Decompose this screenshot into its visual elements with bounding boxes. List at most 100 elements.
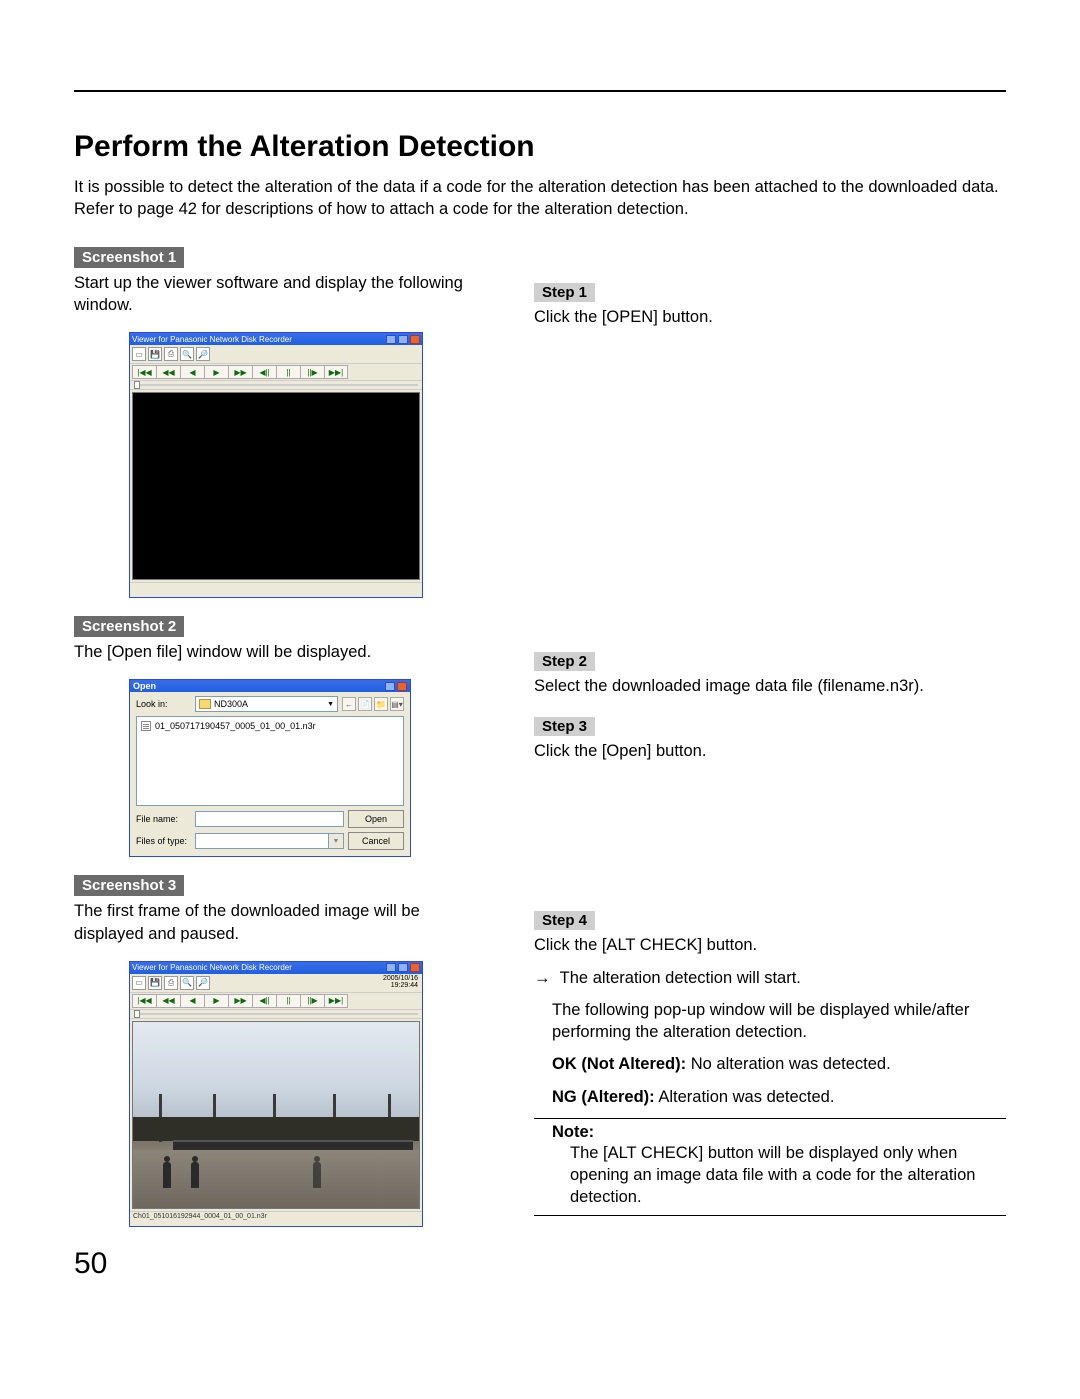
document-page: Perform the Alteration Detection It is p… [0, 0, 1080, 1311]
open-dialog: Open Look in: ND300A ▼ [130, 680, 410, 856]
arrow-icon: → [534, 969, 551, 987]
viewer3-datetime: 2005/10/16 19:29:44 [379, 974, 422, 990]
viewer1-statusbar [130, 582, 422, 597]
viewer1-transport: |◀◀ ◀◀ ◀ ▶ ▶▶ ◀|| || ||▶ ▶▶| [130, 363, 422, 381]
viewer-window-3: Viewer for Panasonic Network Disk Record… [130, 962, 422, 1226]
ffwd-button[interactable]: ▶▶ [228, 994, 252, 1008]
step-fwd-button[interactable]: ||▶ [300, 994, 324, 1008]
step-4-ng: NG (Altered): Alteration was detected. [534, 1086, 1006, 1108]
step-4-line3: The following pop-up window will be disp… [534, 999, 1006, 1044]
viewer3-slider[interactable] [130, 1010, 422, 1019]
print-icon[interactable]: ⎙ [164, 347, 178, 361]
filetype-field[interactable]: ▼ [195, 833, 344, 849]
list-item[interactable]: 01_050717190457_0005_01_00_01.n3r [141, 721, 399, 731]
chevron-down-icon[interactable]: ▼ [328, 834, 343, 848]
viewer3-title: Viewer for Panasonic Network Disk Record… [132, 963, 292, 972]
zoom-out-icon[interactable]: 🔎 [196, 976, 210, 990]
row-1: Screenshot 1 Start up the viewer softwar… [74, 247, 1006, 599]
file-icon [141, 721, 151, 731]
zoom-in-icon[interactable]: 🔍 [180, 347, 194, 361]
file-list[interactable]: 01_050717190457_0005_01_00_01.n3r [136, 716, 404, 806]
viewer3-status-text: Ch01_051016192944_0004_01_00_01.n3r [130, 1212, 422, 1221]
play-button[interactable]: ▶ [204, 365, 228, 379]
row-3: Screenshot 3 The first frame of the down… [74, 875, 1006, 1227]
close-icon[interactable] [410, 335, 420, 344]
skip-start-button[interactable]: |◀◀ [132, 365, 156, 379]
viewer1-slider[interactable] [130, 381, 422, 390]
views-icon[interactable]: ▤▾ [390, 697, 404, 711]
col-left-2: Screenshot 2 The [Open file] window will… [74, 616, 494, 857]
save-icon[interactable]: 💾 [148, 976, 162, 990]
viewer3-video-area [132, 1021, 420, 1209]
screenshot-2-caption: The [Open file] window will be displayed… [74, 641, 494, 663]
step-rev-button[interactable]: ◀|| [252, 365, 276, 379]
ffwd-button[interactable]: ▶▶ [228, 365, 252, 379]
zoom-out-icon[interactable]: 🔎 [196, 347, 210, 361]
rewind-button[interactable]: ◀◀ [156, 365, 180, 379]
step-4-ok: OK (Not Altered): No alteration was dete… [534, 1053, 1006, 1075]
viewer1-title: Viewer for Panasonic Network Disk Record… [132, 335, 292, 344]
step-2-badge: Step 2 [534, 652, 595, 671]
play-rev-button[interactable]: ◀ [180, 365, 204, 379]
note-label: Note: [534, 1123, 1006, 1142]
step-3-text: Click the [Open] button. [534, 740, 1006, 762]
viewer3-statusbar: Ch01_051016192944_0004_01_00_01.n3r [130, 1211, 422, 1226]
save-icon[interactable]: 💾 [148, 347, 162, 361]
print-icon[interactable]: ⎙ [164, 976, 178, 990]
top-rule [74, 90, 1006, 92]
play-rev-button[interactable]: ◀ [180, 994, 204, 1008]
viewer3-titlebar: Viewer for Panasonic Network Disk Record… [130, 962, 422, 974]
note-box: Note: The [ALT CHECK] button will be dis… [534, 1118, 1006, 1216]
folder-icon [199, 699, 211, 709]
file-item-name: 01_050717190457_0005_01_00_01.n3r [155, 721, 316, 731]
viewer1-toolbar: ▭ 💾 ⎙ 🔍 🔎 [130, 345, 422, 363]
screenshot-2-frame: Open Look in: ND300A ▼ [129, 679, 411, 857]
viewer3-transport: |◀◀ ◀◀ ◀ ▶ ▶▶ ◀|| || ||▶ ▶▶| [130, 992, 422, 1010]
help-icon[interactable] [385, 682, 395, 691]
page-title: Perform the Alteration Detection [74, 130, 1006, 164]
zoom-in-icon[interactable]: 🔍 [180, 976, 194, 990]
col-left-3: Screenshot 3 The first frame of the down… [74, 875, 494, 1227]
screenshot-1-frame: Viewer for Panasonic Network Disk Record… [129, 332, 423, 598]
pause-button[interactable]: || [276, 994, 300, 1008]
open-dialog-titlebar: Open [130, 680, 410, 692]
step-1-badge: Step 1 [534, 283, 595, 302]
viewer1-titlebar: Viewer for Panasonic Network Disk Record… [130, 333, 422, 345]
lookin-value: ND300A [214, 699, 248, 709]
col-right-3: Step 4 Click the [ALT CHECK] button. → T… [534, 875, 1006, 1227]
step-fwd-button[interactable]: ||▶ [300, 365, 324, 379]
open-icon[interactable]: ▭ [132, 976, 146, 990]
step-4-arrow-line: → The alteration detection will start. [534, 967, 1006, 989]
screenshot-2-badge: Screenshot 2 [74, 616, 184, 637]
minimize-icon[interactable] [386, 335, 396, 344]
play-button[interactable]: ▶ [204, 994, 228, 1008]
skip-end-button[interactable]: ▶▶| [324, 365, 348, 379]
viewer1-video-area [132, 392, 420, 580]
maximize-icon[interactable] [398, 335, 408, 344]
skip-end-button[interactable]: ▶▶| [324, 994, 348, 1008]
filename-field[interactable] [195, 811, 344, 827]
open-button[interactable]: Open [348, 810, 404, 828]
page-number: 50 [74, 1247, 1006, 1281]
skip-start-button[interactable]: |◀◀ [132, 994, 156, 1008]
filename-label: File name: [136, 814, 191, 824]
viewer-window-1: Viewer for Panasonic Network Disk Record… [130, 333, 422, 597]
step-rev-button[interactable]: ◀|| [252, 994, 276, 1008]
close-icon[interactable] [410, 963, 420, 972]
open-icon[interactable]: ▭ [132, 347, 146, 361]
close-icon[interactable] [397, 682, 407, 691]
screenshot-1-caption: Start up the viewer software and display… [74, 272, 494, 317]
minimize-icon[interactable] [386, 963, 396, 972]
up-icon[interactable]: 📄 [358, 697, 372, 711]
filetype-label: Files of type: [136, 836, 191, 846]
chevron-down-icon[interactable]: ▼ [327, 701, 334, 708]
row-2: Screenshot 2 The [Open file] window will… [74, 616, 1006, 857]
maximize-icon[interactable] [398, 963, 408, 972]
lookin-field[interactable]: ND300A ▼ [195, 696, 338, 712]
new-folder-icon[interactable]: 📁 [374, 697, 388, 711]
step-4-badge: Step 4 [534, 911, 595, 930]
back-icon[interactable]: ← [342, 697, 356, 711]
pause-button[interactable]: || [276, 365, 300, 379]
cancel-button[interactable]: Cancel [348, 832, 404, 850]
rewind-button[interactable]: ◀◀ [156, 994, 180, 1008]
